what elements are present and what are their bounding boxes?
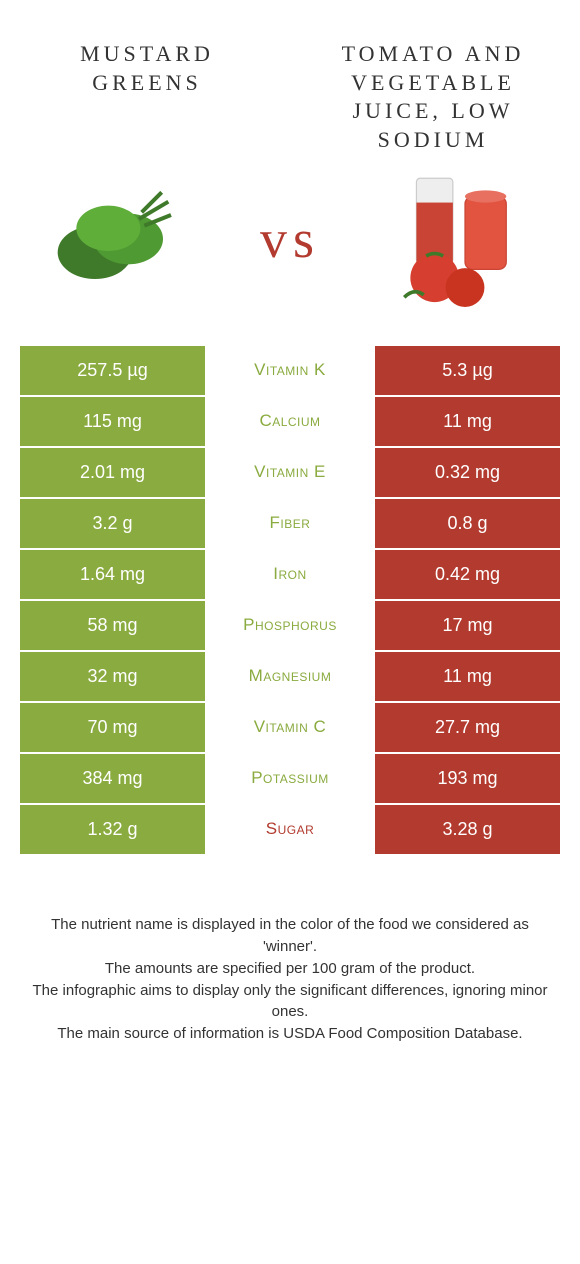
table-row: 1.64 mgIron0.42 mg bbox=[20, 548, 560, 599]
right-food-image bbox=[380, 164, 550, 314]
images-row: vs bbox=[0, 154, 580, 344]
table-row: 70 mgVitamin C27.7 mg bbox=[20, 701, 560, 752]
table-row: 2.01 mgVitamin E0.32 mg bbox=[20, 446, 560, 497]
right-value: 0.32 mg bbox=[375, 448, 560, 497]
nutrient-name: Magnesium bbox=[205, 652, 375, 701]
nutrient-name: Vitamin K bbox=[205, 346, 375, 395]
right-value: 0.8 g bbox=[375, 499, 560, 548]
table-row: 257.5 µgVitamin K5.3 µg bbox=[20, 344, 560, 395]
footer-line: The amounts are specified per 100 gram o… bbox=[30, 958, 550, 980]
left-value: 257.5 µg bbox=[20, 346, 205, 395]
right-value: 5.3 µg bbox=[375, 346, 560, 395]
table-row: 115 mgCalcium11 mg bbox=[20, 395, 560, 446]
left-food-title: Mustard greens bbox=[30, 40, 264, 154]
table-row: 1.32 gSugar3.28 g bbox=[20, 803, 560, 854]
table-row: 3.2 gFiber0.8 g bbox=[20, 497, 560, 548]
comparison-table: 257.5 µgVitamin K5.3 µg115 mgCalcium11 m… bbox=[0, 344, 580, 854]
header: Mustard greens Tomato and vegetable juic… bbox=[0, 0, 580, 154]
footer-line: The nutrient name is displayed in the co… bbox=[30, 914, 550, 958]
nutrient-name: Phosphorus bbox=[205, 601, 375, 650]
right-value: 3.28 g bbox=[375, 805, 560, 854]
table-row: 384 mgPotassium193 mg bbox=[20, 752, 560, 803]
right-food-title: Tomato and vegetable juice, low sodium bbox=[316, 40, 550, 154]
nutrient-name: Vitamin C bbox=[205, 703, 375, 752]
left-value: 1.32 g bbox=[20, 805, 205, 854]
left-value: 1.64 mg bbox=[20, 550, 205, 599]
left-value: 384 mg bbox=[20, 754, 205, 803]
footer-line: The main source of information is USDA F… bbox=[30, 1023, 550, 1045]
right-value: 193 mg bbox=[375, 754, 560, 803]
right-value: 11 mg bbox=[375, 652, 560, 701]
footer-notes: The nutrient name is displayed in the co… bbox=[0, 854, 580, 1045]
right-value: 27.7 mg bbox=[375, 703, 560, 752]
left-value: 2.01 mg bbox=[20, 448, 205, 497]
left-value: 115 mg bbox=[20, 397, 205, 446]
table-row: 32 mgMagnesium11 mg bbox=[20, 650, 560, 701]
right-value: 11 mg bbox=[375, 397, 560, 446]
nutrient-name: Potassium bbox=[205, 754, 375, 803]
nutrient-name: Calcium bbox=[205, 397, 375, 446]
table-row: 58 mgPhosphorus17 mg bbox=[20, 599, 560, 650]
nutrient-name: Sugar bbox=[205, 805, 375, 854]
nutrient-name: Vitamin E bbox=[205, 448, 375, 497]
left-value: 32 mg bbox=[20, 652, 205, 701]
left-value: 3.2 g bbox=[20, 499, 205, 548]
left-value: 58 mg bbox=[20, 601, 205, 650]
footer-line: The infographic aims to display only the… bbox=[30, 980, 550, 1024]
right-value: 17 mg bbox=[375, 601, 560, 650]
left-value: 70 mg bbox=[20, 703, 205, 752]
nutrient-name: Fiber bbox=[205, 499, 375, 548]
left-food-image bbox=[30, 164, 200, 314]
right-value: 0.42 mg bbox=[375, 550, 560, 599]
nutrient-name: Iron bbox=[205, 550, 375, 599]
vs-label: vs bbox=[260, 208, 320, 270]
